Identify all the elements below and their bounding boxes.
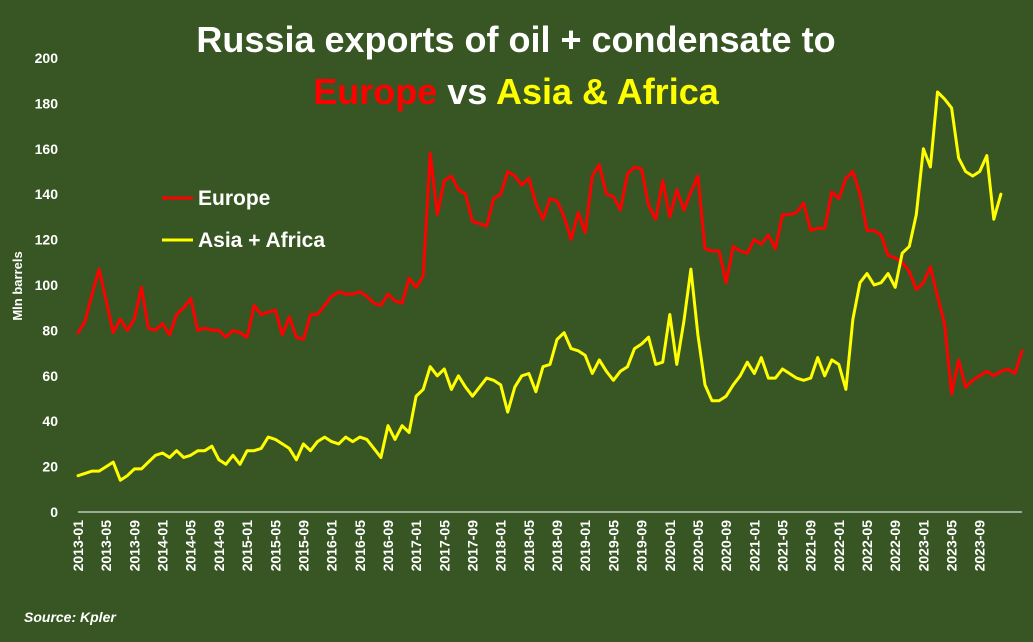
x-tick-label: 2021-05 [774,520,790,572]
y-tick-label: 40 [42,413,58,429]
legend-europe-label: Europe [198,187,270,210]
x-tick-label: 2013-01 [70,520,86,572]
x-tick-label: 2022-09 [887,520,903,572]
x-tick-label: 2015-01 [239,520,255,572]
y-tick-label: 180 [35,95,59,111]
x-tick-label: 2021-01 [746,520,762,572]
chart-title-line1: Russia exports of oil + condensate to [196,19,835,60]
x-tick-label: 2023-09 [972,520,988,572]
x-tick-label: 2018-09 [549,520,565,572]
x-tick-label: 2017-09 [465,520,481,572]
legend-asia-africa-label: Asia + Africa [198,229,325,252]
title-europe: Europe [313,71,437,112]
x-tick-label: 2022-01 [831,520,847,572]
y-tick-label: 120 [35,232,59,248]
x-tick-label: 2022-05 [859,520,875,572]
chart-title-line2: Europe vs Asia & Africa [313,71,719,112]
x-tick-label: 2023-01 [915,520,931,572]
y-tick-label: 60 [42,368,58,384]
x-tick-label: 2016-01 [324,520,340,572]
x-axis: 2013-01 2013-05 2013-09 2014-01 2014-05 2014-… [70,520,988,572]
legend: Europe Asia + Africa [162,187,325,252]
x-tick-label: 2016-09 [380,520,396,572]
title-asia-africa: Asia & Africa [496,71,720,112]
x-tick-label: 2020-01 [662,520,678,572]
x-tick-label: 2017-05 [436,520,452,572]
y-tick-label: 0 [50,504,58,520]
x-tick-label: 2017-01 [408,520,424,572]
x-tick-label: 2014-01 [155,520,171,572]
y-tick-label: 80 [42,322,58,338]
x-tick-label: 2013-09 [126,520,142,572]
title-vs: vs [437,71,496,112]
series-line-asia-africa [76,90,1003,482]
source-note: Source: Kpler [24,609,117,625]
x-tick-label: 2014-09 [211,520,227,572]
x-tick-label: 2019-01 [577,520,593,572]
x-tick-label: 2020-09 [718,520,734,572]
x-tick-label: 2020-05 [690,520,706,572]
x-tick-label: 2013-05 [98,520,114,572]
x-tick-label: 2015-05 [267,520,283,572]
x-tick-label: 2021-09 [803,520,819,572]
y-axis-label: Mln barrels [10,251,25,320]
x-tick-label: 2023-05 [944,520,960,572]
x-tick-label: 2016-05 [352,520,368,572]
y-tick-label: 100 [35,277,59,293]
x-tick-label: 2018-01 [493,520,509,572]
y-tick-label: 200 [35,50,59,66]
x-tick-label: 2015-09 [295,520,311,572]
y-axis: 0 20 40 60 80 100 120 140 160 180 200 [35,50,59,520]
y-tick-label: 140 [35,186,59,202]
series-line-europe [76,151,1024,396]
y-tick-label: 20 [42,459,58,475]
series-layer [76,90,1024,482]
x-tick-label: 2014-05 [183,520,199,572]
x-tick-label: 2019-05 [605,520,621,572]
x-tick-label: 2019-09 [634,520,650,572]
x-tick-label: 2018-05 [521,520,537,572]
y-tick-label: 160 [35,141,59,157]
